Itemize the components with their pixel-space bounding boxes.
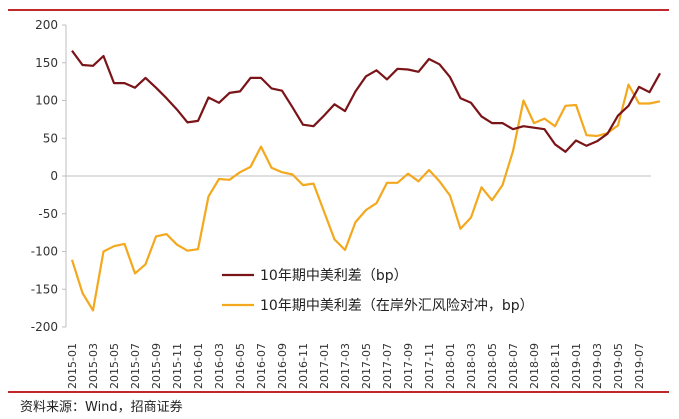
- y-axis-ticks: -200 -150 -100 -50 0 50 100 150 200: [31, 18, 66, 334]
- x-tick-label: 2017-01: [318, 343, 331, 389]
- x-tick-label: 2015-03: [87, 343, 100, 389]
- y-tick-label: 100: [35, 94, 58, 108]
- x-tick-label: 2019-03: [591, 343, 604, 389]
- x-tick-label: 2017-11: [423, 343, 436, 389]
- y-tick-label: -150: [31, 282, 58, 296]
- x-tick-label: 2015-01: [66, 343, 79, 389]
- source-note: 资料来源：Wind，招商证券: [20, 400, 183, 415]
- y-tick-label: -50: [38, 207, 58, 221]
- x-tick-label: 2017-05: [360, 343, 373, 389]
- y-tick-label: -100: [31, 245, 58, 259]
- y-tick-label: 150: [35, 56, 58, 70]
- x-tick-label: 2016-07: [255, 343, 268, 389]
- x-axis-ticks: 2015-01 2015-03 2015-05 2015-07 2015-09 2015-…: [66, 343, 646, 389]
- series-line-hedged: [70, 83, 661, 312]
- x-tick-label: 2015-07: [129, 343, 142, 389]
- x-tick-label: 2019-07: [633, 343, 646, 389]
- x-tick-label: 2019-05: [612, 343, 625, 389]
- x-tick-label: 2016-05: [234, 343, 247, 389]
- x-tick-label: 2018-03: [465, 343, 478, 389]
- x-tick-label: 2016-01: [192, 343, 205, 389]
- x-tick-label: 2015-09: [150, 343, 163, 389]
- x-tick-label: 2019-01: [570, 343, 583, 389]
- x-tick-label: 2018-05: [486, 343, 499, 389]
- series-line-spread: [71, 50, 661, 153]
- legend-label-spread: 10年期中美利差（bp）: [260, 268, 408, 284]
- x-tick-label: 2015-05: [108, 343, 121, 389]
- x-tick-label: 2017-07: [381, 343, 394, 389]
- y-tick-label: 0: [50, 169, 58, 183]
- legend-label-hedged: 10年期中美利差（在岸外汇风险对冲，bp）: [260, 298, 534, 314]
- x-tick-label: 2018-11: [549, 343, 562, 389]
- y-tick-label: 200: [35, 18, 58, 32]
- y-tick-label: 50: [43, 131, 58, 145]
- legend: 10年期中美利差（bp） 10年期中美利差（在岸外汇风险对冲，bp）: [222, 268, 534, 314]
- x-tick-label: 2016-09: [276, 343, 289, 389]
- x-tick-label: 2015-11: [171, 343, 184, 389]
- x-tick-label: 2018-09: [528, 343, 541, 389]
- x-tick-label: 2018-07: [507, 343, 520, 389]
- x-tick-label: 2018-01: [444, 343, 457, 389]
- x-tick-label: 2017-03: [339, 343, 352, 389]
- x-tick-label: 2016-03: [213, 343, 226, 389]
- y-tick-label: -200: [31, 320, 58, 334]
- x-tick-label: 2017-09: [402, 343, 415, 389]
- x-tick-label: 2016-11: [297, 343, 310, 389]
